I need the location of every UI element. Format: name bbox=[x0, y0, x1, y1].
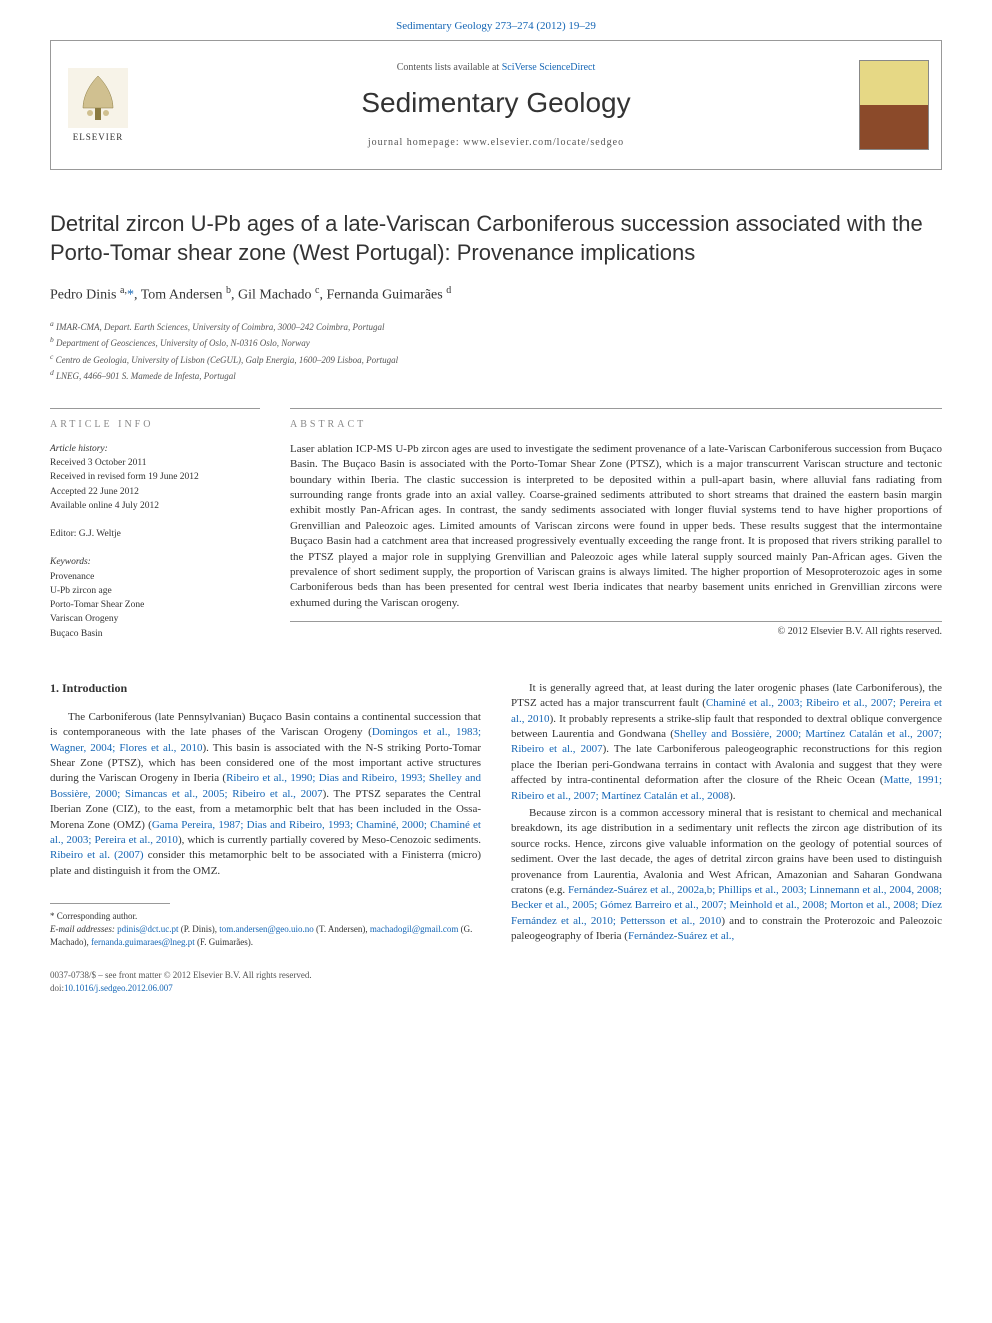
affiliation-line: b Department of Geosciences, University … bbox=[50, 334, 942, 351]
history-line: Available online 4 July 2012 bbox=[50, 499, 260, 513]
affiliation-line: c Centro de Geologia, University of Lisb… bbox=[50, 351, 942, 368]
article-history: Article history: Received 3 October 2011… bbox=[50, 442, 260, 513]
journal-title: Sedimentary Geology bbox=[133, 87, 859, 119]
editor-line: Editor: G.J. Weltje bbox=[50, 527, 260, 541]
author-email-link[interactable]: tom.andersen@geo.uio.no bbox=[219, 924, 314, 934]
author-email-link[interactable]: fernanda.guimaraes@lneg.pt bbox=[91, 937, 195, 947]
body-paragraph: Because zircon is a common accessory min… bbox=[511, 806, 942, 945]
journal-issue-ref[interactable]: Sedimentary Geology 273–274 (2012) 19–29 bbox=[0, 0, 992, 40]
keywords-block: Keywords: ProvenanceU-Pb zircon agePorto… bbox=[50, 555, 260, 641]
keyword: Buçaco Basin bbox=[50, 627, 260, 641]
author-list: Pedro Dinis a,*, Tom Andersen b, Gil Mac… bbox=[50, 285, 942, 304]
right-column: It is generally agreed that, at least du… bbox=[511, 681, 942, 949]
history-line: Accepted 22 June 2012 bbox=[50, 485, 260, 499]
affiliations: a IMAR-CMA, Depart. Earth Sciences, Univ… bbox=[50, 318, 942, 384]
elsevier-name: ELSEVIER bbox=[73, 132, 124, 142]
left-column: 1. Introduction The Carboniferous (late … bbox=[50, 681, 481, 949]
author-email-link[interactable]: machadogil@gmail.com bbox=[370, 924, 459, 934]
elsevier-logo[interactable]: ELSEVIER bbox=[63, 60, 133, 150]
sciencedirect-link[interactable]: SciVerse ScienceDirect bbox=[502, 62, 596, 73]
abstract-label: abstract bbox=[290, 408, 942, 430]
issn-copyright-line: 0037-0738/$ – see front matter © 2012 El… bbox=[50, 969, 942, 982]
footnote-separator bbox=[50, 903, 170, 904]
body-two-column: 1. Introduction The Carboniferous (late … bbox=[50, 681, 942, 949]
keyword: Variscan Orogeny bbox=[50, 612, 260, 626]
body-paragraph: The Carboniferous (late Pennsylvanian) B… bbox=[50, 710, 481, 879]
history-line: Received in revised form 19 June 2012 bbox=[50, 470, 260, 484]
journal-homepage-line: journal homepage: www.elsevier.com/locat… bbox=[133, 137, 859, 148]
doi-prefix: doi: bbox=[50, 983, 64, 993]
corr-author-label: * Corresponding author. bbox=[50, 910, 481, 923]
elsevier-tree-icon bbox=[68, 68, 128, 128]
affiliation-line: d LNEG, 4466–901 S. Mamede de Infesta, P… bbox=[50, 367, 942, 384]
abstract-text: Laser ablation ICP-MS U-Pb zircon ages a… bbox=[290, 442, 942, 622]
homepage-url[interactable]: www.elsevier.com/locate/sedgeo bbox=[463, 137, 624, 148]
history-line: Received 3 October 2011 bbox=[50, 456, 260, 470]
corresponding-author-footnote: * Corresponding author. E-mail addresses… bbox=[50, 910, 481, 949]
keyword: Provenance bbox=[50, 570, 260, 584]
abstract-copyright: © 2012 Elsevier B.V. All rights reserved… bbox=[290, 626, 942, 637]
doi-line: doi:10.1016/j.sedgeo.2012.06.007 bbox=[50, 982, 942, 995]
author-email-link[interactable]: pdinis@dct.uc.pt bbox=[117, 924, 178, 934]
keywords-label: Keywords: bbox=[50, 555, 260, 569]
article-info-panel: article info Article history: Received 3… bbox=[50, 408, 260, 641]
journal-header: ELSEVIER Contents lists available at Sci… bbox=[50, 40, 942, 170]
keyword: Porto-Tomar Shear Zone bbox=[50, 598, 260, 612]
header-center: Contents lists available at SciVerse Sci… bbox=[133, 62, 859, 148]
contents-prefix: Contents lists available at bbox=[397, 62, 502, 73]
doi-link[interactable]: 10.1016/j.sedgeo.2012.06.007 bbox=[64, 983, 173, 993]
contents-lists-line: Contents lists available at SciVerse Sci… bbox=[133, 62, 859, 73]
footer-meta: 0037-0738/$ – see front matter © 2012 El… bbox=[50, 969, 942, 994]
article-title: Detrital zircon U-Pb ages of a late-Vari… bbox=[50, 210, 942, 267]
homepage-prefix: journal homepage: bbox=[368, 137, 463, 148]
journal-cover-thumbnail[interactable] bbox=[859, 60, 929, 150]
abstract-panel: abstract Laser ablation ICP-MS U-Pb zirc… bbox=[290, 408, 942, 641]
info-abstract-row: article info Article history: Received 3… bbox=[50, 408, 942, 641]
intro-heading: 1. Introduction bbox=[50, 681, 481, 696]
history-label: Article history: bbox=[50, 442, 260, 456]
article-info-label: article info bbox=[50, 408, 260, 430]
keyword: U-Pb zircon age bbox=[50, 584, 260, 598]
body-paragraph: It is generally agreed that, at least du… bbox=[511, 681, 942, 804]
affiliation-line: a IMAR-CMA, Depart. Earth Sciences, Univ… bbox=[50, 318, 942, 335]
